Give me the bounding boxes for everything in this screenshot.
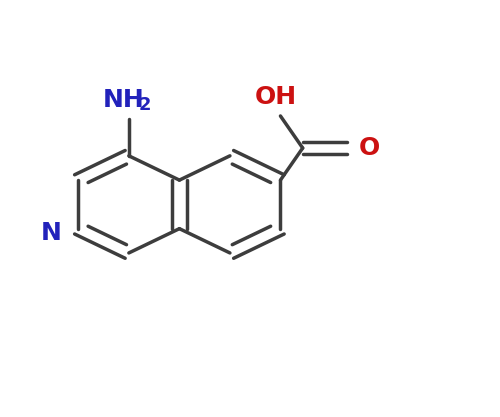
Text: OH: OH	[254, 85, 296, 109]
Text: 2: 2	[138, 96, 151, 114]
Text: O: O	[359, 136, 380, 160]
Text: NH: NH	[103, 88, 145, 112]
Text: N: N	[40, 221, 62, 245]
